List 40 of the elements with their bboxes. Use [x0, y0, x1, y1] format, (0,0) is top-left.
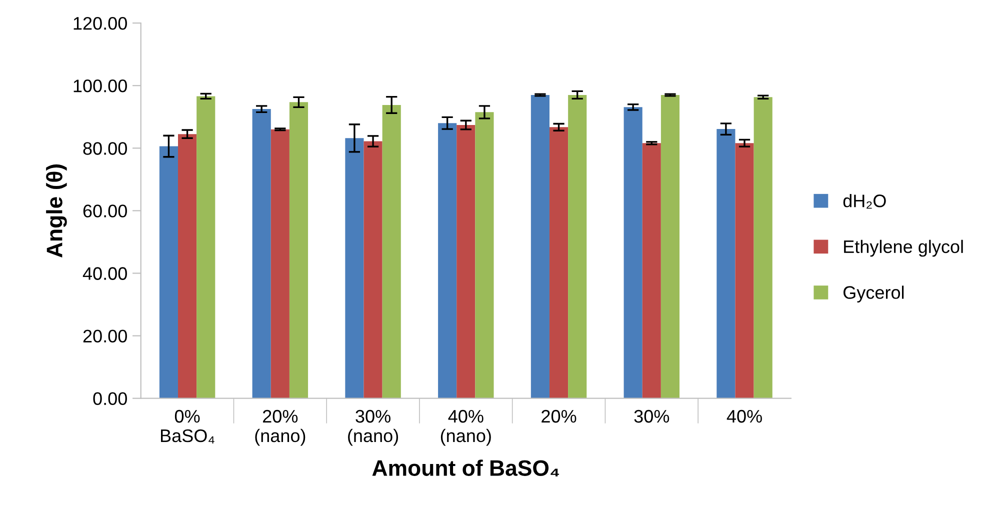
y-tick-label: 0.00 — [93, 392, 127, 406]
bar — [178, 134, 197, 398]
x-axis-title: Amount of BaSO₄ — [372, 460, 560, 476]
y-tick-label: 80.00 — [83, 142, 127, 155]
y-tick-label: 100.00 — [74, 80, 127, 92]
bar — [568, 94, 587, 398]
bar — [716, 129, 736, 398]
bar — [624, 107, 642, 398]
x-tick-label: 30% (nano) — [348, 410, 398, 446]
x-tick-label: 30% — [634, 410, 670, 423]
bar — [438, 123, 457, 398]
bar — [456, 124, 476, 398]
bar — [660, 94, 680, 398]
bar — [549, 127, 568, 398]
legend-label: Gycerol — [844, 286, 904, 302]
legend-label: dH₂O — [843, 194, 886, 209]
x-tick-label: 20% (nano) — [255, 410, 306, 446]
x-tick-label: 0% BaSO₄ — [161, 410, 214, 444]
bar — [754, 97, 772, 398]
bar — [642, 143, 661, 398]
bar — [252, 109, 271, 398]
y-tick-label: 120.00 — [74, 16, 127, 30]
bar — [382, 104, 401, 398]
bar — [735, 143, 754, 398]
bar — [196, 96, 216, 398]
bar — [364, 141, 382, 398]
x-tick-label: 20% — [542, 410, 576, 423]
bar — [289, 102, 308, 398]
legend-label: Ethylene glycol — [844, 240, 963, 257]
x-tick-label: 40% — [726, 410, 762, 423]
bar — [530, 94, 550, 398]
bar — [270, 129, 290, 398]
y-axis-title: Angle (θ) — [46, 164, 67, 258]
bar — [345, 138, 364, 398]
y-tick-label: 60.00 — [83, 204, 127, 218]
bar — [475, 112, 494, 398]
y-tick-label: 40.00 — [82, 267, 127, 280]
y-tick-label: 20.00 — [83, 330, 127, 343]
x-tick-label: 40% (nano) — [440, 410, 491, 446]
bar — [159, 146, 178, 398]
